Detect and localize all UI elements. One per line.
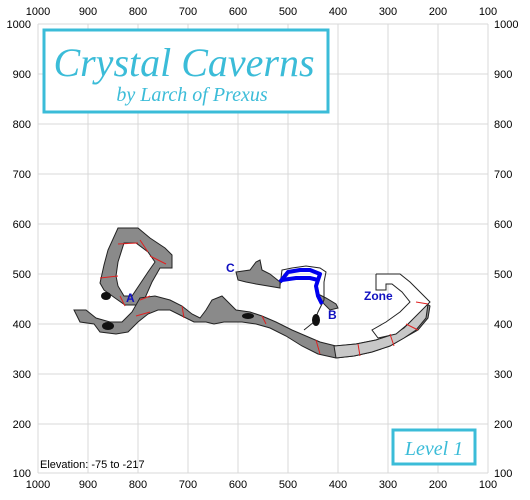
tick-label: 700	[179, 479, 197, 491]
route-path	[278, 268, 324, 305]
tick-label: 400	[329, 6, 347, 18]
tick-label: 600	[229, 6, 247, 18]
tick-label: 200	[494, 419, 512, 431]
tick-label: 600	[13, 219, 31, 231]
map-subtitle: by Larch of Prexus	[116, 84, 267, 106]
tick-label: 400	[329, 479, 347, 491]
tick-label: 700	[494, 169, 512, 181]
tick-label: 400	[494, 319, 512, 331]
tick-label: 800	[494, 119, 512, 131]
cave-passages	[73, 227, 431, 359]
tick-label: 800	[13, 119, 31, 131]
tick-label: 700	[179, 6, 197, 18]
tick-label: 200	[429, 479, 447, 491]
level-badge: Level 1	[391, 428, 477, 466]
map-title: Crystal Caverns	[53, 40, 314, 85]
tick-label: 300	[13, 369, 31, 381]
tick-label: 900	[13, 69, 31, 81]
tick-label: 100	[479, 479, 497, 491]
tick-label: 500	[279, 479, 297, 491]
tick-label: 700	[13, 169, 31, 181]
tick-label: 200	[13, 419, 31, 431]
y-axis-left: 1000 900 800 700 600 500 400 300 200 100	[7, 19, 31, 480]
tick-label: 800	[129, 6, 147, 18]
tick-label: 1000	[26, 479, 50, 491]
pit-marker	[102, 322, 114, 330]
tick-label: 1000	[494, 19, 518, 31]
tick-label: 600	[494, 219, 512, 231]
tick-label: 300	[379, 6, 397, 18]
tick-label: 500	[279, 6, 297, 18]
title-box: Crystal Caverns by Larch of Prexus	[42, 28, 330, 114]
tick-label: 1000	[26, 6, 50, 18]
segment-dividers	[99, 239, 429, 357]
zone-outline	[371, 273, 431, 339]
tick-label: 300	[494, 369, 512, 381]
tick-label: 300	[379, 479, 397, 491]
marker-c: C	[226, 261, 235, 275]
pit-marker	[101, 292, 111, 300]
cave-passage-b-branch	[316, 292, 339, 311]
tick-label: 900	[79, 479, 97, 491]
marker-a: A	[126, 291, 135, 305]
tick-label: 500	[13, 269, 31, 281]
x-axis-bottom: 1000 900 800 700 600 500 400 300 200 100	[26, 479, 497, 491]
marker-zone: Zone	[364, 289, 393, 303]
tick-label: 900	[494, 69, 512, 81]
elevation-label: Elevation: -75 to -217	[40, 459, 145, 471]
tick-label: 800	[129, 479, 147, 491]
level-label: Level 1	[404, 438, 463, 460]
y-axis-right: 1000 900 800 700 600 500 400 300 200 100	[494, 19, 518, 480]
tick-label: 500	[494, 269, 512, 281]
tick-label: 200	[429, 6, 447, 18]
x-axis-top: 1000 900 800 700 600 500 400 300 200 100	[26, 6, 497, 18]
pit-marker	[242, 313, 254, 319]
tick-label: 900	[79, 6, 97, 18]
tick-label: 100	[13, 468, 31, 480]
marker-b: B	[328, 308, 337, 322]
pit-marker	[312, 314, 320, 326]
tick-label: 400	[13, 319, 31, 331]
tick-label: 100	[494, 468, 512, 480]
tick-label: 1000	[7, 19, 31, 31]
tick-label: 600	[229, 479, 247, 491]
tick-label: 100	[479, 6, 497, 18]
